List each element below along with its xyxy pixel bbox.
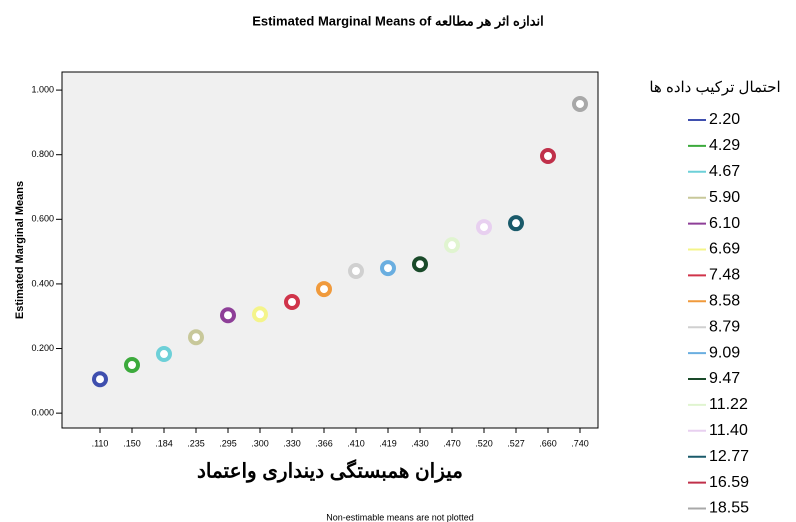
legend-label: 9.09 <box>709 344 740 361</box>
point <box>158 348 170 360</box>
x-tick-label: .235 <box>187 438 205 448</box>
plot-area <box>62 72 598 428</box>
y-tick-label: 0.800 <box>31 149 54 159</box>
point <box>254 308 266 320</box>
x-tick-label: .410 <box>347 438 365 448</box>
x-tick-label: .295 <box>219 438 237 448</box>
x-tick-label: .419 <box>379 438 397 448</box>
y-tick-label: 0.600 <box>31 214 54 224</box>
point <box>478 221 490 233</box>
x-tick-label: .150 <box>123 438 141 448</box>
point <box>286 296 298 308</box>
point <box>382 262 394 274</box>
legend-label: 5.90 <box>709 189 740 206</box>
point <box>542 150 554 162</box>
x-axis-label: میزان همبستگی دینداری واعتماد <box>197 458 463 483</box>
chart: Estimated Marginal Means of اندازه اثر ه… <box>0 0 796 522</box>
x-tick-label: .527 <box>507 438 525 448</box>
legend-label: 2.20 <box>709 111 740 128</box>
y-tick-label: 0.200 <box>31 343 54 353</box>
x-tick-label: .660 <box>539 438 557 448</box>
legend-label: 18.55 <box>709 500 749 517</box>
footnote: Non-estimable means are not plotted <box>326 512 474 522</box>
legend-label: 4.67 <box>709 163 740 180</box>
legend-label: 11.40 <box>709 422 748 439</box>
legend-label: 11.22 <box>709 396 748 413</box>
x-tick-label: .430 <box>411 438 429 448</box>
y-axis-label: Estimated Marginal Means <box>14 181 26 319</box>
x-tick-label: .110 <box>92 438 109 448</box>
point <box>190 331 202 343</box>
x-tick-label: .366 <box>315 438 333 448</box>
point <box>222 309 234 321</box>
x-tick-label: .520 <box>475 438 493 448</box>
y-tick-label: 0.400 <box>31 278 54 288</box>
legend-label: 8.79 <box>709 318 740 335</box>
x-tick-label: .184 <box>155 438 173 448</box>
legend-label: 7.48 <box>709 267 740 284</box>
y-tick-label: 0.000 <box>31 408 54 418</box>
chart-title: Estimated Marginal Means of اندازه اثر ه… <box>252 13 544 29</box>
legend-label: 12.77 <box>709 448 749 465</box>
point <box>126 359 138 371</box>
point <box>510 217 522 229</box>
legend-title: احتمال ترکیب داده ها <box>649 79 780 96</box>
legend-label: 4.29 <box>709 137 740 154</box>
legend-label: 6.69 <box>709 241 740 258</box>
legend-label: 9.47 <box>709 370 740 387</box>
legend-label: 8.58 <box>709 293 740 310</box>
x-tick-label: .740 <box>571 438 589 448</box>
x-tick-label: .300 <box>251 438 269 448</box>
x-tick-label: .330 <box>283 438 301 448</box>
point <box>414 258 426 270</box>
point <box>574 98 586 110</box>
point <box>318 283 330 295</box>
point <box>446 239 458 251</box>
y-tick-label: 1.000 <box>31 84 54 94</box>
legend-label: 16.59 <box>709 474 749 491</box>
x-tick-label: .470 <box>443 438 461 448</box>
point <box>350 265 362 277</box>
point <box>94 373 106 385</box>
legend-label: 6.10 <box>709 215 740 232</box>
